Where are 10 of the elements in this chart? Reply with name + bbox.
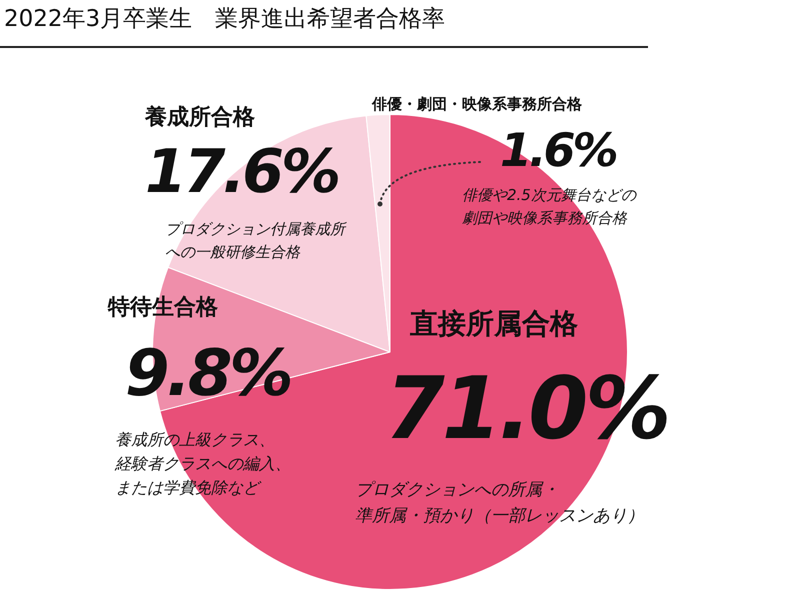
text: プロダクションへの所属・準所属・預かり（一部レッスンあり） bbox=[355, 479, 644, 528]
text: プロダクション付属養成所への一般研修生合格 bbox=[165, 219, 345, 262]
slice-label: 俳優・劇団・映像系事務所合格 bbox=[372, 95, 582, 114]
data-label: 17.6% bbox=[145, 137, 338, 207]
chart-title: 2022年3月卒業生 業界進出希望者合格率 bbox=[4, 6, 446, 32]
data-label: 1.6% bbox=[500, 123, 616, 177]
slice-label: 養成所合格 bbox=[145, 105, 255, 130]
data-label: 9.8% bbox=[125, 337, 290, 412]
slice-label: 直接所属合格 bbox=[410, 307, 578, 340]
slice-label: 特待生合格 bbox=[108, 295, 218, 320]
